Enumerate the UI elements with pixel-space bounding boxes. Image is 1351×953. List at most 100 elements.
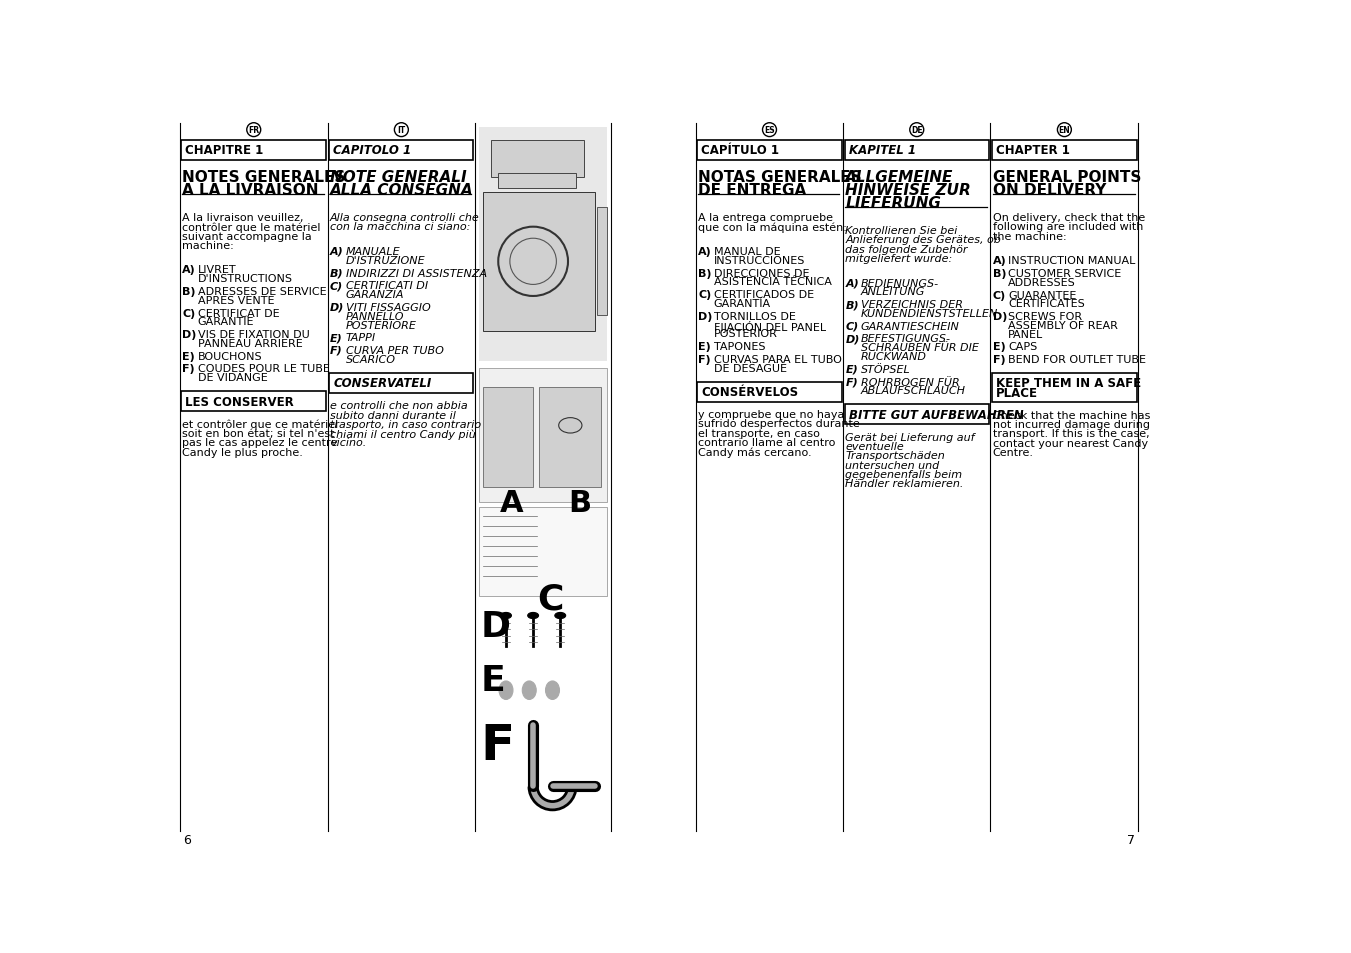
Text: TAPPI: TAPPI [346,333,376,343]
Text: que con la máquina estén:: que con la máquina estén: [698,222,847,233]
Text: INSTRUCTION MANUAL: INSTRUCTION MANUAL [1008,256,1136,266]
Text: C): C) [182,308,196,318]
Text: ADRESSES DE SERVICE: ADRESSES DE SERVICE [197,287,326,296]
Text: CERTIFICAT DE: CERTIFICAT DE [197,308,280,318]
Text: ES: ES [765,126,775,135]
Text: A): A) [182,265,196,275]
Text: C): C) [698,290,712,300]
Text: 7: 7 [1127,833,1135,845]
Text: B): B) [182,287,196,296]
Text: SCHRAUBEN FÜR DIE: SCHRAUBEN FÜR DIE [861,343,979,353]
Text: y compruebe que no haya: y compruebe que no haya [698,410,844,419]
Text: pas le cas appelez le centre: pas le cas appelez le centre [182,437,338,448]
Text: E: E [481,663,505,698]
Text: F): F) [182,364,195,374]
Text: contrôler que le matériel: contrôler que le matériel [182,222,320,233]
Text: 6: 6 [184,833,192,845]
Text: mitgeliefert wurde:: mitgeliefert wurde: [846,253,952,264]
Text: GARANZIA: GARANZIA [346,290,404,300]
Text: KUNDENDIENSTSTELLEN: KUNDENDIENSTSTELLEN [861,309,998,318]
Text: E): E) [698,342,711,352]
Bar [478,128,607,362]
Text: ASISTENCIA TÉCNICA: ASISTENCIA TÉCNICA [713,277,832,287]
Bar [482,388,534,487]
Text: SCARICO: SCARICO [346,355,396,364]
Text: VITI FISSAGGIO: VITI FISSAGGIO [346,302,431,313]
Text: DE VIDANGE: DE VIDANGE [197,373,267,383]
Text: VERZEICHNIS DER: VERZEICHNIS DER [861,300,963,310]
Text: B: B [567,489,592,517]
Text: BOUCHONS: BOUCHONS [197,352,262,361]
Text: CAPITOLO 1: CAPITOLO 1 [334,144,411,157]
Text: ASSEMBLY OF REAR: ASSEMBLY OF REAR [1008,320,1119,331]
Text: ALLGEMEINE: ALLGEMEINE [846,170,954,185]
Text: CURVA PER TUBO: CURVA PER TUBO [346,346,443,355]
Text: NOTE GENERALI: NOTE GENERALI [330,170,466,185]
Text: ABLAUFSCHLAUCH: ABLAUFSCHLAUCH [861,386,966,396]
Text: LIEFERUNG: LIEFERUNG [846,196,942,211]
Text: CHAPITRE 1: CHAPITRE 1 [185,144,263,157]
Text: trasporto, in caso contrario: trasporto, in caso contrario [330,419,481,430]
Text: E): E) [846,364,858,375]
Text: SCREWS FOR: SCREWS FOR [1008,312,1082,322]
Text: VIS DE FIXATION DU: VIS DE FIXATION DU [197,330,309,340]
Text: FIJACIÓN DEL PANEL: FIJACIÓN DEL PANEL [713,320,825,333]
Text: Kontrollieren Sie bei: Kontrollieren Sie bei [846,226,958,236]
Text: Check that the machine has: Check that the machine has [993,411,1150,420]
Text: POSTERIORE: POSTERIORE [346,320,416,330]
Text: BEFESTIGUNGS-: BEFESTIGUNGS- [861,335,951,344]
Text: TORNILLOS DE: TORNILLOS DE [713,312,796,321]
Ellipse shape [546,681,559,700]
Text: On delivery, check that the: On delivery, check that the [993,213,1144,223]
Bar [844,140,989,160]
Text: eventuelle: eventuelle [846,442,904,452]
Ellipse shape [559,418,582,434]
Text: LES CONSERVER: LES CONSERVER [185,395,295,408]
Text: Anlieferung des Gerätes, ob: Anlieferung des Gerätes, ob [846,235,1001,245]
Text: following are included with: following are included with [993,222,1143,233]
Text: D'INSTRUCTIONS: D'INSTRUCTIONS [197,274,293,284]
Text: C: C [538,582,563,616]
Text: F): F) [698,355,711,364]
Text: Händler reklamieren.: Händler reklamieren. [846,478,963,489]
Text: el transporte, en caso: el transporte, en caso [698,428,820,438]
Text: con la macchina ci siano:: con la macchina ci siano: [330,222,470,233]
Text: KEEP THEM IN A SAFE: KEEP THEM IN A SAFE [996,376,1142,390]
Bar [478,368,607,503]
Text: Alla consegna controlli che: Alla consegna controlli che [330,213,480,223]
Text: et contrôler que ce matériel: et contrôler que ce matériel [182,419,338,430]
Bar [499,173,576,189]
Bar [181,392,326,412]
Text: sufrido desperfectos durante: sufrido desperfectos durante [698,419,861,429]
Text: IT: IT [397,126,405,135]
Text: C): C) [846,321,859,332]
Text: CUSTOMER SERVICE: CUSTOMER SERVICE [1008,269,1121,278]
Text: untersuchen und: untersuchen und [846,460,940,470]
Text: Transportschäden: Transportschäden [846,451,946,461]
Text: A): A) [698,247,712,256]
Text: vicino.: vicino. [330,437,366,448]
Text: CERTIFICATI DI: CERTIFICATI DI [346,281,428,291]
Bar [490,140,584,177]
Text: DIRECCIONES DE: DIRECCIONES DE [713,269,809,278]
Text: F: F [481,721,515,769]
Text: PANNELLO: PANNELLO [346,312,404,321]
Text: RÜCKWAND: RÜCKWAND [861,352,927,362]
Text: D): D) [698,312,712,321]
Text: das folgende Zubehör: das folgende Zubehör [846,245,967,254]
Text: not incurred damage during: not incurred damage during [993,420,1150,430]
Text: A la entrega compruebe: A la entrega compruebe [698,213,834,223]
Text: PLACE: PLACE [996,387,1038,399]
Text: INSTRUCCIONES: INSTRUCCIONES [713,255,805,266]
Text: MANUALE: MANUALE [346,247,400,256]
Text: D): D) [993,312,1006,322]
Text: GUARANTEE: GUARANTEE [1008,291,1077,300]
Text: NOTAS GENERALES: NOTAS GENERALES [698,170,862,185]
Text: CHAPTER 1: CHAPTER 1 [996,144,1070,157]
Bar [597,208,607,315]
Text: A): A) [846,278,859,289]
Text: POSTERIOR: POSTERIOR [713,329,778,339]
Text: BEND FOR OUTLET TUBE: BEND FOR OUTLET TUBE [1008,355,1146,365]
Bar [697,140,842,160]
Text: CURVAS PARA EL TUBO: CURVAS PARA EL TUBO [713,355,842,364]
